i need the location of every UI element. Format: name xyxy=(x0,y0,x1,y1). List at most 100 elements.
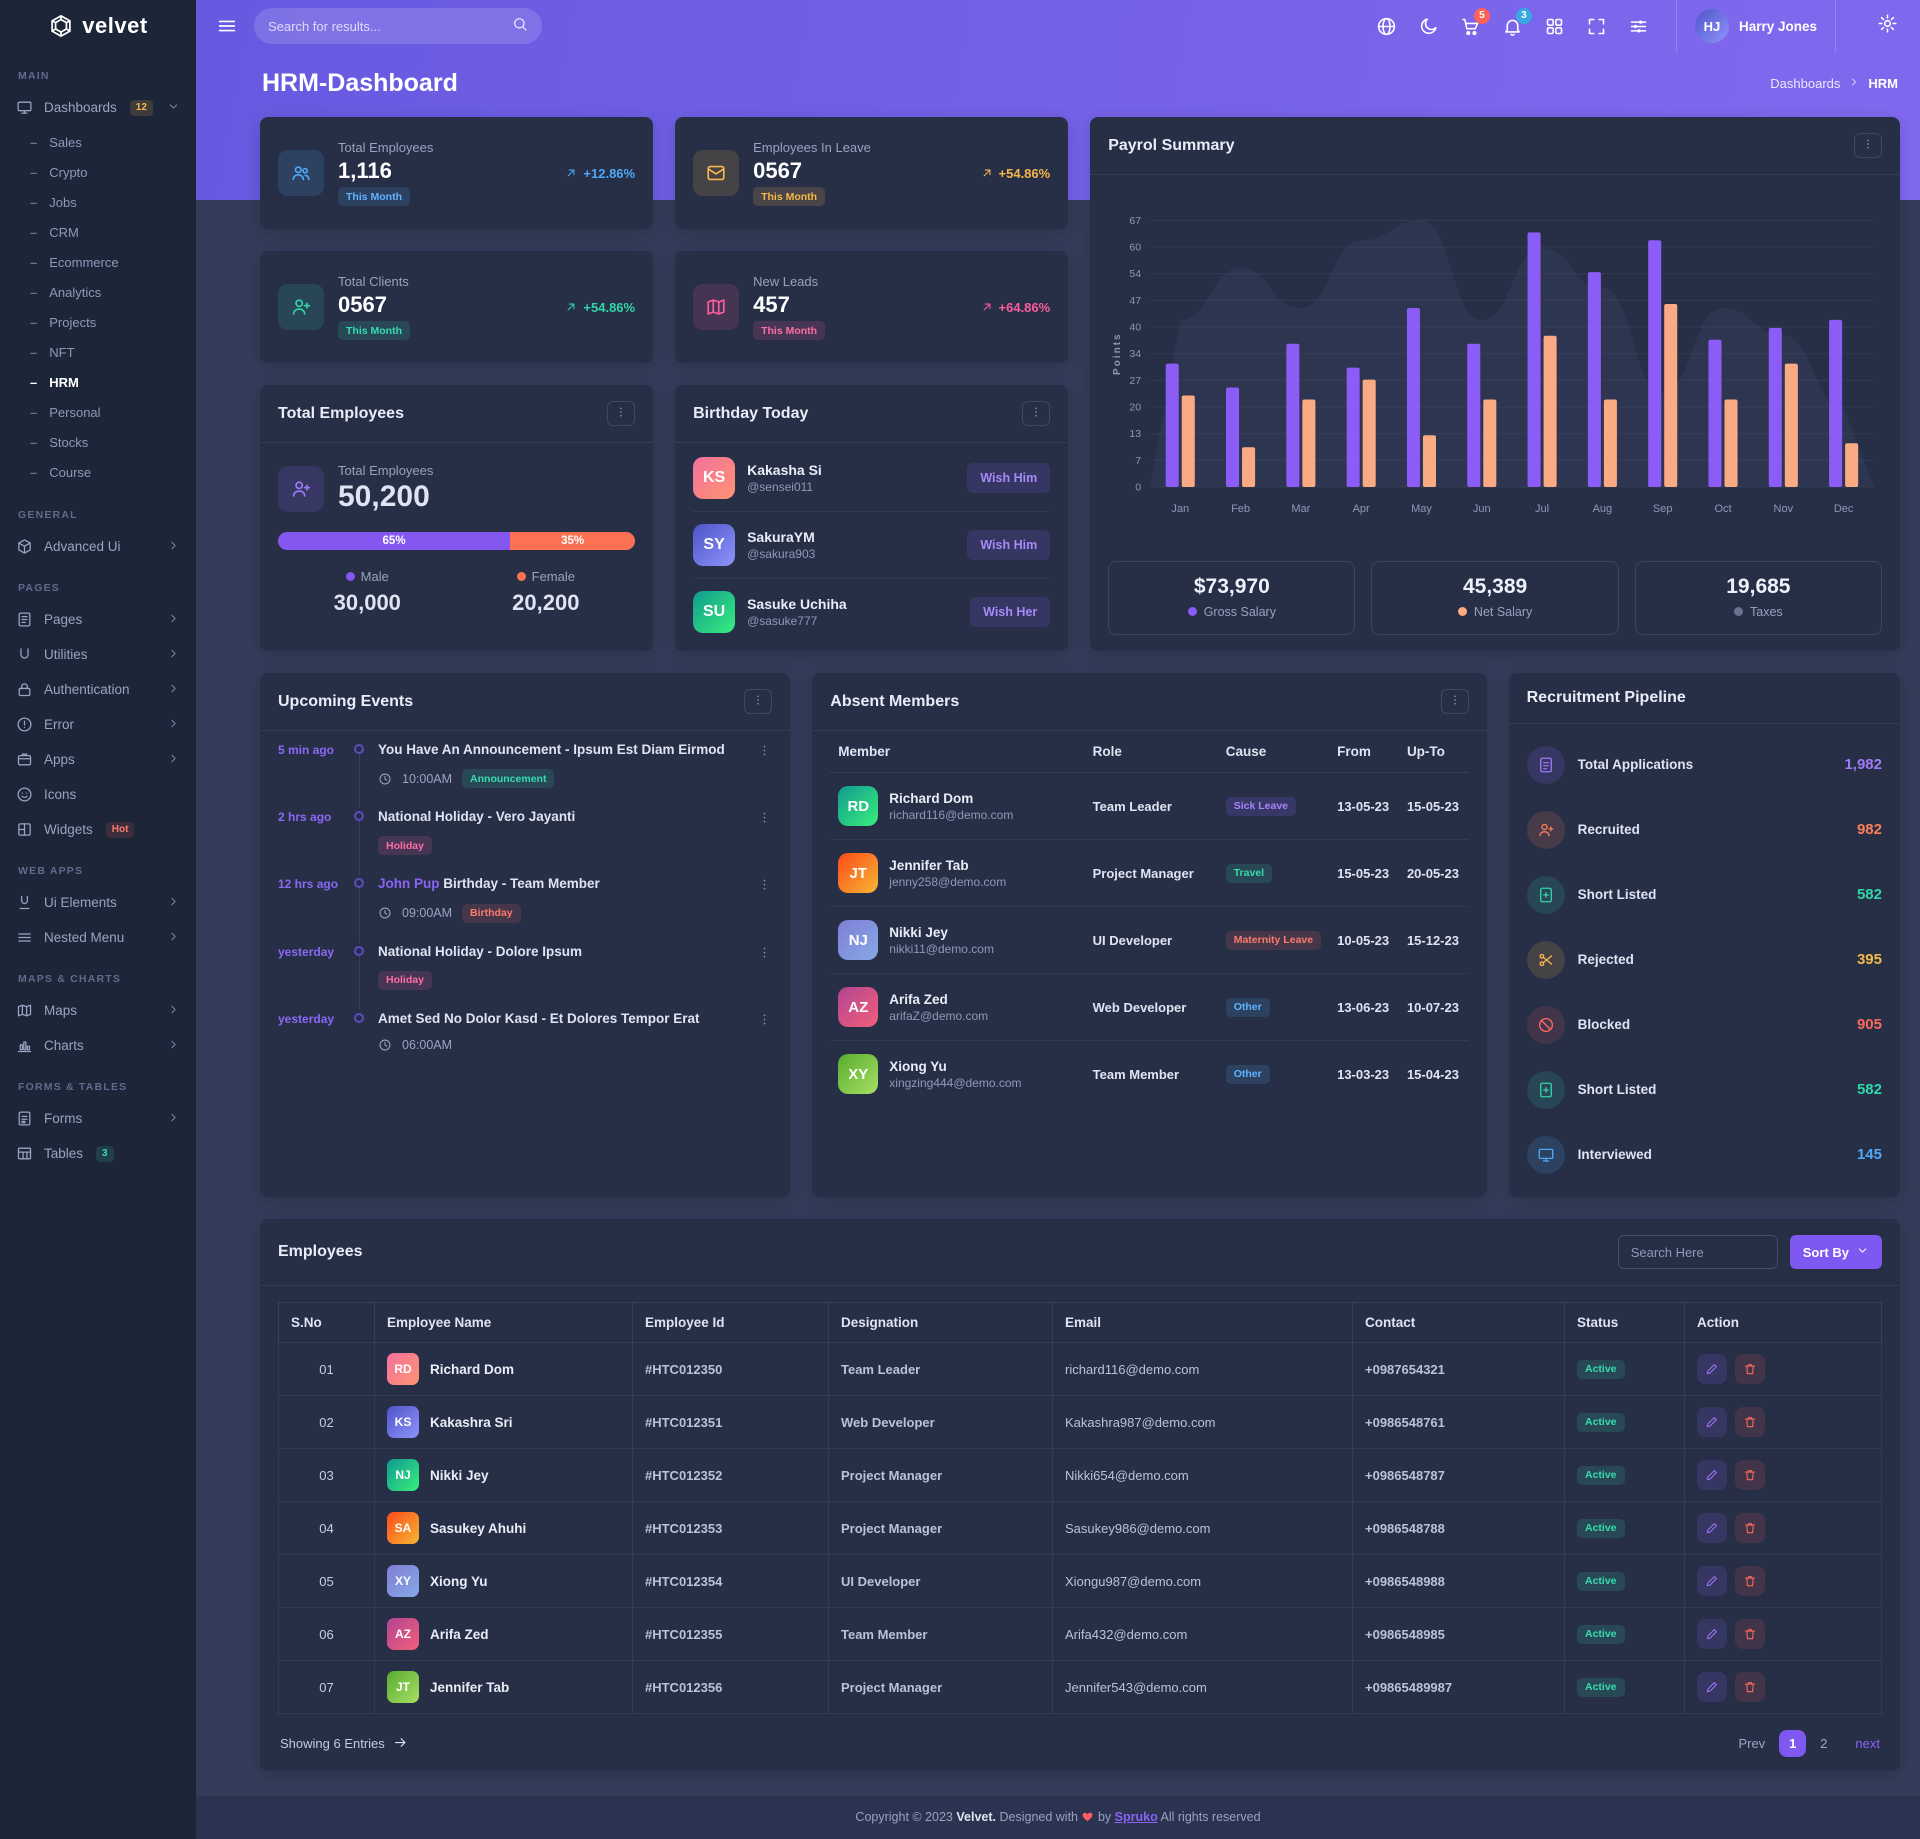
delete-button[interactable] xyxy=(1735,1566,1765,1596)
kebab-menu-button[interactable] xyxy=(1440,689,1469,714)
fullscreen-button[interactable] xyxy=(1586,16,1607,37)
user-menu[interactable]: HJ Harry Jones xyxy=(1675,0,1836,52)
sidebar-item-maps[interactable]: Maps xyxy=(0,993,196,1028)
settings-gear-button[interactable] xyxy=(1857,13,1918,39)
sidebar-subitem-hrm[interactable]: – HRM xyxy=(30,374,79,390)
pagination-prev[interactable]: Prev xyxy=(1738,1736,1766,1751)
sidebar-item-pages[interactable]: Pages xyxy=(0,602,196,637)
sidebar-subitem-analytics[interactable]: – Analytics xyxy=(30,284,102,300)
sidebar-item-tables[interactable]: Tables 3 xyxy=(0,1136,196,1171)
delete-button[interactable] xyxy=(1735,1513,1765,1543)
sidebar-subitem-crypto[interactable]: – Crypto xyxy=(30,164,88,180)
sidebar-item-apps[interactable]: Apps xyxy=(0,742,196,777)
sidebar-subitem-personal[interactable]: – Personal xyxy=(30,404,101,420)
sidebar-item-advanced-ui[interactable]: Advanced Ui xyxy=(0,529,196,564)
employee-id[interactable]: #HTC012351 xyxy=(632,1395,829,1449)
cart-button[interactable]: 5 xyxy=(1460,7,1490,37)
edit-button[interactable] xyxy=(1697,1354,1727,1384)
sidebar-item-utilities[interactable]: Utilities xyxy=(0,637,196,672)
pagination-next[interactable]: next xyxy=(1855,1736,1880,1751)
sidebar-item-charts[interactable]: Charts xyxy=(0,1028,196,1063)
monitor-tile xyxy=(1526,1135,1565,1174)
edit-button[interactable] xyxy=(1697,1407,1727,1437)
event-kebab-button[interactable] xyxy=(757,808,772,875)
sidebar-subitem-crm[interactable]: – CRM xyxy=(30,224,79,240)
edit-button[interactable] xyxy=(1697,1672,1727,1702)
sidebar-item-icons[interactable]: Icons xyxy=(0,777,196,812)
sidebar-subitem-stocks[interactable]: – Stocks xyxy=(30,434,89,450)
employee-id[interactable]: #HTC012354 xyxy=(632,1554,829,1608)
edit-button[interactable] xyxy=(1697,1460,1727,1490)
stat-card-total-clients: Total Clients 0567 This Month +54.86% xyxy=(260,251,654,363)
pagination-page-1[interactable]: 1 xyxy=(1779,1730,1807,1757)
member-name: Xiong Yu xyxy=(889,1058,947,1074)
employee-id[interactable]: #HTC012355 xyxy=(632,1607,829,1661)
employee-id[interactable]: #HTC012352 xyxy=(632,1448,829,1502)
sidebar-item-authentication[interactable]: Authentication xyxy=(0,672,196,707)
delete-button[interactable] xyxy=(1735,1407,1765,1437)
sort-by-button[interactable]: Sort By xyxy=(1789,1235,1882,1269)
event-title: You Have An Announcement - Ipsum Est Dia… xyxy=(378,742,725,757)
wish-button[interactable]: Wish Him xyxy=(967,463,1051,493)
sidebar-subitem-projects[interactable]: – Projects xyxy=(30,314,97,330)
payroll-summary-card: Payrol Summary 0 7 13 20 27 34 40 47 54 60 67 Jan Fe… xyxy=(1090,117,1900,651)
kebab-menu-button[interactable] xyxy=(744,689,773,714)
delete-button[interactable] xyxy=(1735,1672,1765,1702)
event-kebab-button[interactable] xyxy=(757,875,772,942)
card-title: Upcoming Events xyxy=(278,692,414,710)
sidebar-item-widgets[interactable]: Widgets Hot xyxy=(0,812,196,847)
sidebar-subitem-sales[interactable]: – Sales xyxy=(30,134,82,150)
sidebar-item-dashboards[interactable]: Dashboards 12 xyxy=(0,90,196,125)
chevron-right-icon xyxy=(171,649,176,657)
stat-label: New Leads xyxy=(753,274,819,289)
sidebar-item-forms[interactable]: Forms xyxy=(0,1101,196,1136)
sidebar-item-nested-menu[interactable]: Nested Menu xyxy=(0,920,196,955)
employee-id[interactable]: #HTC012350 xyxy=(632,1342,829,1396)
sidebar-subitem-course[interactable]: – Course xyxy=(30,464,92,480)
brand[interactable]: velvet xyxy=(0,0,196,52)
wish-button[interactable]: Wish Her xyxy=(970,597,1051,627)
edit-button[interactable] xyxy=(1697,1513,1727,1543)
pagination-page-2[interactable]: 2 xyxy=(1820,1736,1828,1751)
wish-button[interactable]: Wish Him xyxy=(967,530,1051,560)
sidebar-item-ui-elements[interactable]: Ui Elements xyxy=(0,885,196,920)
employee-id[interactable]: #HTC012353 xyxy=(632,1501,829,1555)
delete-button[interactable] xyxy=(1735,1354,1765,1384)
cause-badge: Travel xyxy=(1225,863,1273,883)
sidebar-subitem-nft[interactable]: – NFT xyxy=(30,344,75,360)
dark-mode-toggle[interactable] xyxy=(1418,16,1439,37)
sidebar-item-error[interactable]: Error xyxy=(0,707,196,742)
language-globe-button[interactable] xyxy=(1376,16,1397,37)
avatar: SA xyxy=(387,1512,419,1544)
breadcrumb-parent[interactable]: Dashboards xyxy=(1770,76,1841,91)
to-date: 15-12-23 xyxy=(1398,906,1469,974)
switcher-button[interactable] xyxy=(1628,16,1649,37)
chevron-right-icon xyxy=(171,1113,176,1121)
delete-button[interactable] xyxy=(1735,1460,1765,1490)
event-kebab-button[interactable] xyxy=(757,943,772,1010)
event-kebab-button[interactable] xyxy=(757,1010,772,1072)
kebab-menu-button[interactable] xyxy=(1854,133,1882,158)
apps-grid-button[interactable] xyxy=(1544,16,1565,37)
search-input[interactable] xyxy=(268,18,512,34)
search-icon[interactable] xyxy=(512,16,528,37)
kebab-menu-button[interactable] xyxy=(607,401,636,426)
card-title: Employees xyxy=(278,1243,363,1260)
delete-button[interactable] xyxy=(1735,1619,1765,1649)
event-kebab-button[interactable] xyxy=(757,741,772,808)
notifications-button[interactable]: 3 xyxy=(1502,7,1532,37)
sidebar-subitem-ecommerce[interactable]: – Ecommerce xyxy=(30,254,119,270)
box-icon xyxy=(17,753,32,766)
hamburger-menu-button[interactable] xyxy=(216,15,238,37)
event-ago: 5 min ago xyxy=(278,743,335,757)
brand-name: velvet xyxy=(82,13,148,38)
userplus-icon xyxy=(1538,823,1554,836)
footer-vendor-link[interactable]: Spruko xyxy=(1114,1810,1158,1824)
kebab-menu-button[interactable] xyxy=(1022,401,1051,426)
edit-button[interactable] xyxy=(1697,1566,1727,1596)
sidebar-subitem-jobs[interactable]: – Jobs xyxy=(30,194,77,210)
employees-search-input[interactable] xyxy=(1617,1235,1778,1269)
employee-id[interactable]: #HTC012356 xyxy=(632,1660,829,1714)
svg-text:34: 34 xyxy=(1130,348,1142,360)
edit-button[interactable] xyxy=(1697,1619,1727,1649)
